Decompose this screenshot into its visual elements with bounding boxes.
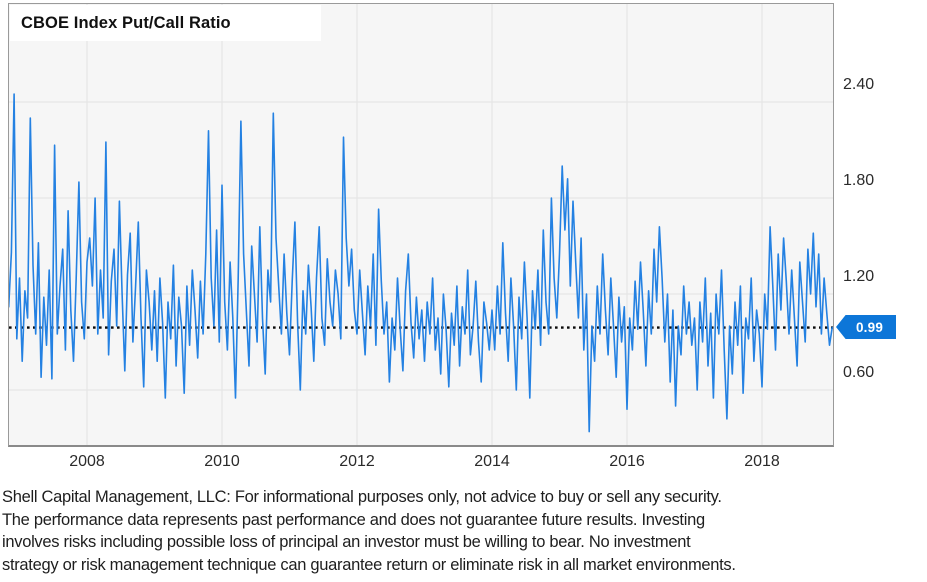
y-axis-tick-label: 2.40: [843, 76, 875, 93]
plot-area: CBOE Index Put/Call Ratio: [8, 3, 834, 447]
y-axis-tick-label: 1.80: [843, 172, 875, 189]
x-axis-tick-label: 2014: [474, 453, 510, 470]
chart-title-box: CBOE Index Put/Call Ratio: [10, 5, 321, 41]
last-value-label: 0.99: [855, 319, 884, 335]
disclaimer-line: strategy or risk management technique ca…: [2, 556, 736, 575]
disclaimer: Shell Capital Management, LLC: For infor…: [2, 486, 925, 577]
x-axis-tick-label: 2012: [339, 453, 375, 470]
last-value-badge: 0.99: [836, 315, 896, 339]
x-axis-tick-label: 2008: [69, 453, 105, 470]
disclaimer-line: Shell Capital Management, LLC: For infor…: [2, 488, 722, 506]
x-axis-tick-label: 2010: [204, 453, 240, 470]
y-axis-tick-label: 0.60: [843, 364, 875, 381]
y-axis-tick-label: 1.20: [843, 268, 875, 285]
disclaimer-line: involves risks including possible loss o…: [2, 533, 691, 552]
x-axis-tick-label: 2018: [744, 453, 780, 470]
disclaimer-line: The performance data represents past per…: [2, 510, 705, 529]
putcall-ratio-line: [9, 93, 833, 433]
x-axis-tick-label: 2016: [609, 453, 645, 470]
chart-title: CBOE Index Put/Call Ratio: [21, 14, 231, 32]
chart-canvas: [9, 4, 833, 445]
